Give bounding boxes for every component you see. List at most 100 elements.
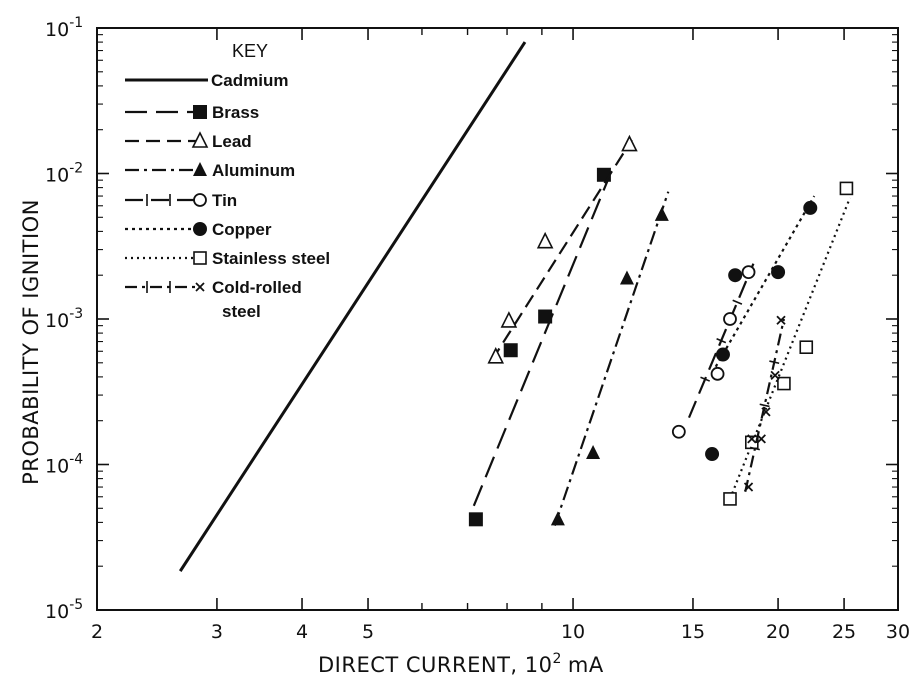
y-axis: 10-1 10-2 10-3 10-4 10-5 — [45, 15, 898, 623]
y-tick-label: 10-1 — [45, 15, 83, 41]
y-tick-label: 10-2 — [45, 161, 83, 187]
x-tick-label: 4 — [296, 621, 308, 643]
point-marker-open-circle — [741, 265, 756, 280]
point-marker-open-square — [839, 181, 854, 196]
line-bar-mark — [749, 446, 760, 451]
point-marker-open-square — [777, 376, 791, 391]
point-marker-open-square — [799, 340, 814, 355]
legend-item: Cadmium — [125, 71, 288, 90]
x-tick-label: 30 — [886, 621, 910, 643]
point-marker-filled-circle — [803, 200, 818, 215]
series-fit-line — [472, 176, 611, 507]
series-lead — [487, 134, 638, 364]
series-fit-line — [178, 41, 527, 572]
series-cadmium — [178, 41, 527, 572]
line-bar-mark — [769, 360, 780, 365]
y-axis-title: PROBABILITY OF IGNITION — [19, 199, 43, 485]
point-marker-filled-square — [538, 309, 553, 324]
point-marker-filled-circle — [715, 347, 730, 362]
x-tick-label: 25 — [832, 621, 856, 643]
x-stroke — [195, 282, 205, 292]
series-fit-line — [744, 318, 786, 492]
legend-item: Aluminum — [125, 161, 295, 180]
legend-item: Stainless steel — [125, 249, 330, 268]
series-stainless-steel — [723, 181, 854, 506]
x-stroke — [756, 434, 766, 444]
legend-label: Tin — [212, 191, 237, 210]
point-marker-open-triangle — [536, 231, 554, 249]
y-tick-label: 10-3 — [45, 306, 83, 332]
x-tick-label: 10 — [561, 621, 585, 643]
x-tick-label: 15 — [681, 621, 705, 643]
point-marker-x — [756, 434, 766, 444]
x-stroke — [743, 482, 754, 492]
line-bar-mark — [716, 337, 727, 344]
point-marker-filled-triangle — [193, 162, 207, 176]
point-marker-x — [770, 370, 780, 380]
point-marker-x — [761, 407, 771, 417]
line-bar-mark — [732, 299, 743, 305]
legend-label: Lead — [212, 132, 252, 151]
point-marker-filled-triangle — [654, 206, 669, 221]
point-marker-filled-square — [193, 105, 207, 119]
x-stroke — [776, 315, 786, 325]
point-marker-filled-circle — [705, 447, 720, 462]
point-marker-open-circle — [710, 366, 725, 381]
x-tick-label: 20 — [766, 621, 790, 643]
series-fit-line — [553, 191, 670, 526]
x-axis-title: DIRECT CURRENT, 102 mA — [318, 651, 604, 677]
point-marker-open-triangle — [487, 346, 505, 364]
series-fit-line — [728, 197, 851, 500]
line-bar-mark — [700, 376, 711, 382]
point-marker-x — [776, 315, 786, 325]
series-tin — [671, 263, 756, 439]
point-marker-filled-circle — [771, 265, 786, 280]
legend-label: Cold-rolled steel — [212, 278, 302, 321]
point-marker-open-triangle — [500, 311, 518, 328]
point-marker-open-triangle — [621, 134, 638, 152]
point-marker-filled-square — [468, 512, 483, 527]
point-marker-open-triangle — [191, 131, 209, 148]
legend-label: Brass — [212, 103, 259, 122]
series-copper — [705, 195, 818, 462]
legend-item: Cold-rolled steel — [125, 278, 302, 321]
line-bar-mark — [759, 403, 770, 408]
point-marker-filled-triangle — [586, 444, 601, 459]
point-marker-x — [195, 282, 205, 292]
legend-item: Lead — [125, 131, 252, 151]
point-marker-open-square — [193, 251, 207, 265]
point-marker-open-circle — [671, 424, 686, 439]
x-stroke — [747, 434, 757, 444]
point-marker-open-square — [723, 492, 737, 506]
legend-item: Brass — [125, 103, 259, 122]
x-tick-label: 5 — [362, 621, 374, 643]
legend: KEY Cadmium Brass Lead Aluminum Tin Copper Stai… — [125, 41, 330, 321]
legend-item: Tin — [125, 191, 237, 210]
point-marker-filled-square — [503, 343, 518, 358]
point-marker-filled-triangle — [619, 270, 634, 285]
series-brass — [468, 167, 611, 527]
point-marker-filled-circle — [728, 268, 743, 283]
series-fit-line — [714, 195, 816, 368]
series-fit-line — [490, 139, 633, 361]
legend-label: Copper — [212, 220, 272, 239]
x-stroke — [761, 407, 771, 417]
legend-label: Stainless steel — [212, 249, 330, 268]
series-aluminum — [550, 191, 670, 526]
legend-item: Copper — [125, 220, 272, 239]
point-marker-x — [747, 434, 757, 444]
y-tick-label: 10-5 — [45, 597, 83, 623]
x-axis: 2 3 4 5 10 15 20 25 30 — [91, 28, 910, 643]
point-marker-open-circle — [193, 193, 207, 207]
legend-title: KEY — [232, 41, 268, 61]
x-stroke — [770, 370, 780, 380]
series-cold-rolled-steel — [743, 315, 786, 492]
x-tick-label: 3 — [211, 621, 223, 643]
series-layer — [178, 41, 854, 572]
point-marker-filled-circle — [193, 222, 207, 236]
point-marker-x — [743, 482, 754, 492]
point-marker-filled-triangle — [550, 511, 565, 526]
point-marker-open-circle — [723, 312, 737, 326]
y-tick-label: 10-4 — [45, 452, 83, 478]
